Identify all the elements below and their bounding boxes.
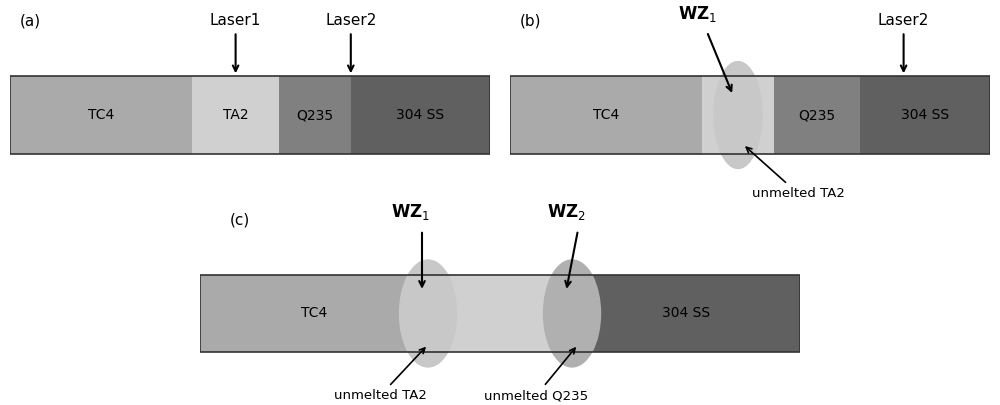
FancyBboxPatch shape bbox=[351, 76, 490, 154]
Text: Laser2: Laser2 bbox=[325, 13, 376, 28]
FancyBboxPatch shape bbox=[200, 275, 428, 352]
Text: Q235: Q235 bbox=[799, 108, 836, 122]
FancyBboxPatch shape bbox=[774, 76, 860, 154]
Text: 304 SS: 304 SS bbox=[396, 108, 444, 122]
Text: TC4: TC4 bbox=[593, 108, 619, 122]
Text: Laser2: Laser2 bbox=[878, 13, 929, 28]
Text: unmelted Q235: unmelted Q235 bbox=[484, 348, 588, 402]
Text: (b): (b) bbox=[520, 14, 541, 29]
Text: Laser1: Laser1 bbox=[210, 13, 261, 28]
Text: TC4: TC4 bbox=[301, 307, 327, 320]
Text: 304 SS: 304 SS bbox=[901, 108, 949, 122]
Text: unmelted TA2: unmelted TA2 bbox=[746, 147, 844, 200]
Text: (c): (c) bbox=[230, 212, 250, 227]
Text: TA2: TA2 bbox=[223, 108, 248, 122]
FancyBboxPatch shape bbox=[10, 76, 192, 154]
FancyBboxPatch shape bbox=[279, 76, 351, 154]
Text: WZ$_1$: WZ$_1$ bbox=[678, 4, 717, 23]
Ellipse shape bbox=[714, 62, 762, 168]
Ellipse shape bbox=[544, 260, 600, 367]
Text: 304 SS: 304 SS bbox=[662, 307, 710, 320]
FancyBboxPatch shape bbox=[702, 76, 774, 154]
Text: TC4: TC4 bbox=[88, 108, 114, 122]
Ellipse shape bbox=[400, 260, 456, 367]
Text: WZ$_2$: WZ$_2$ bbox=[547, 202, 585, 222]
FancyBboxPatch shape bbox=[510, 76, 702, 154]
FancyBboxPatch shape bbox=[860, 76, 990, 154]
FancyBboxPatch shape bbox=[572, 275, 800, 352]
FancyBboxPatch shape bbox=[192, 76, 279, 154]
Text: unmelted TA2: unmelted TA2 bbox=[334, 348, 426, 402]
Text: Q235: Q235 bbox=[296, 108, 333, 122]
Text: WZ$_1$: WZ$_1$ bbox=[391, 202, 429, 222]
Text: (a): (a) bbox=[20, 14, 41, 29]
FancyBboxPatch shape bbox=[428, 275, 572, 352]
